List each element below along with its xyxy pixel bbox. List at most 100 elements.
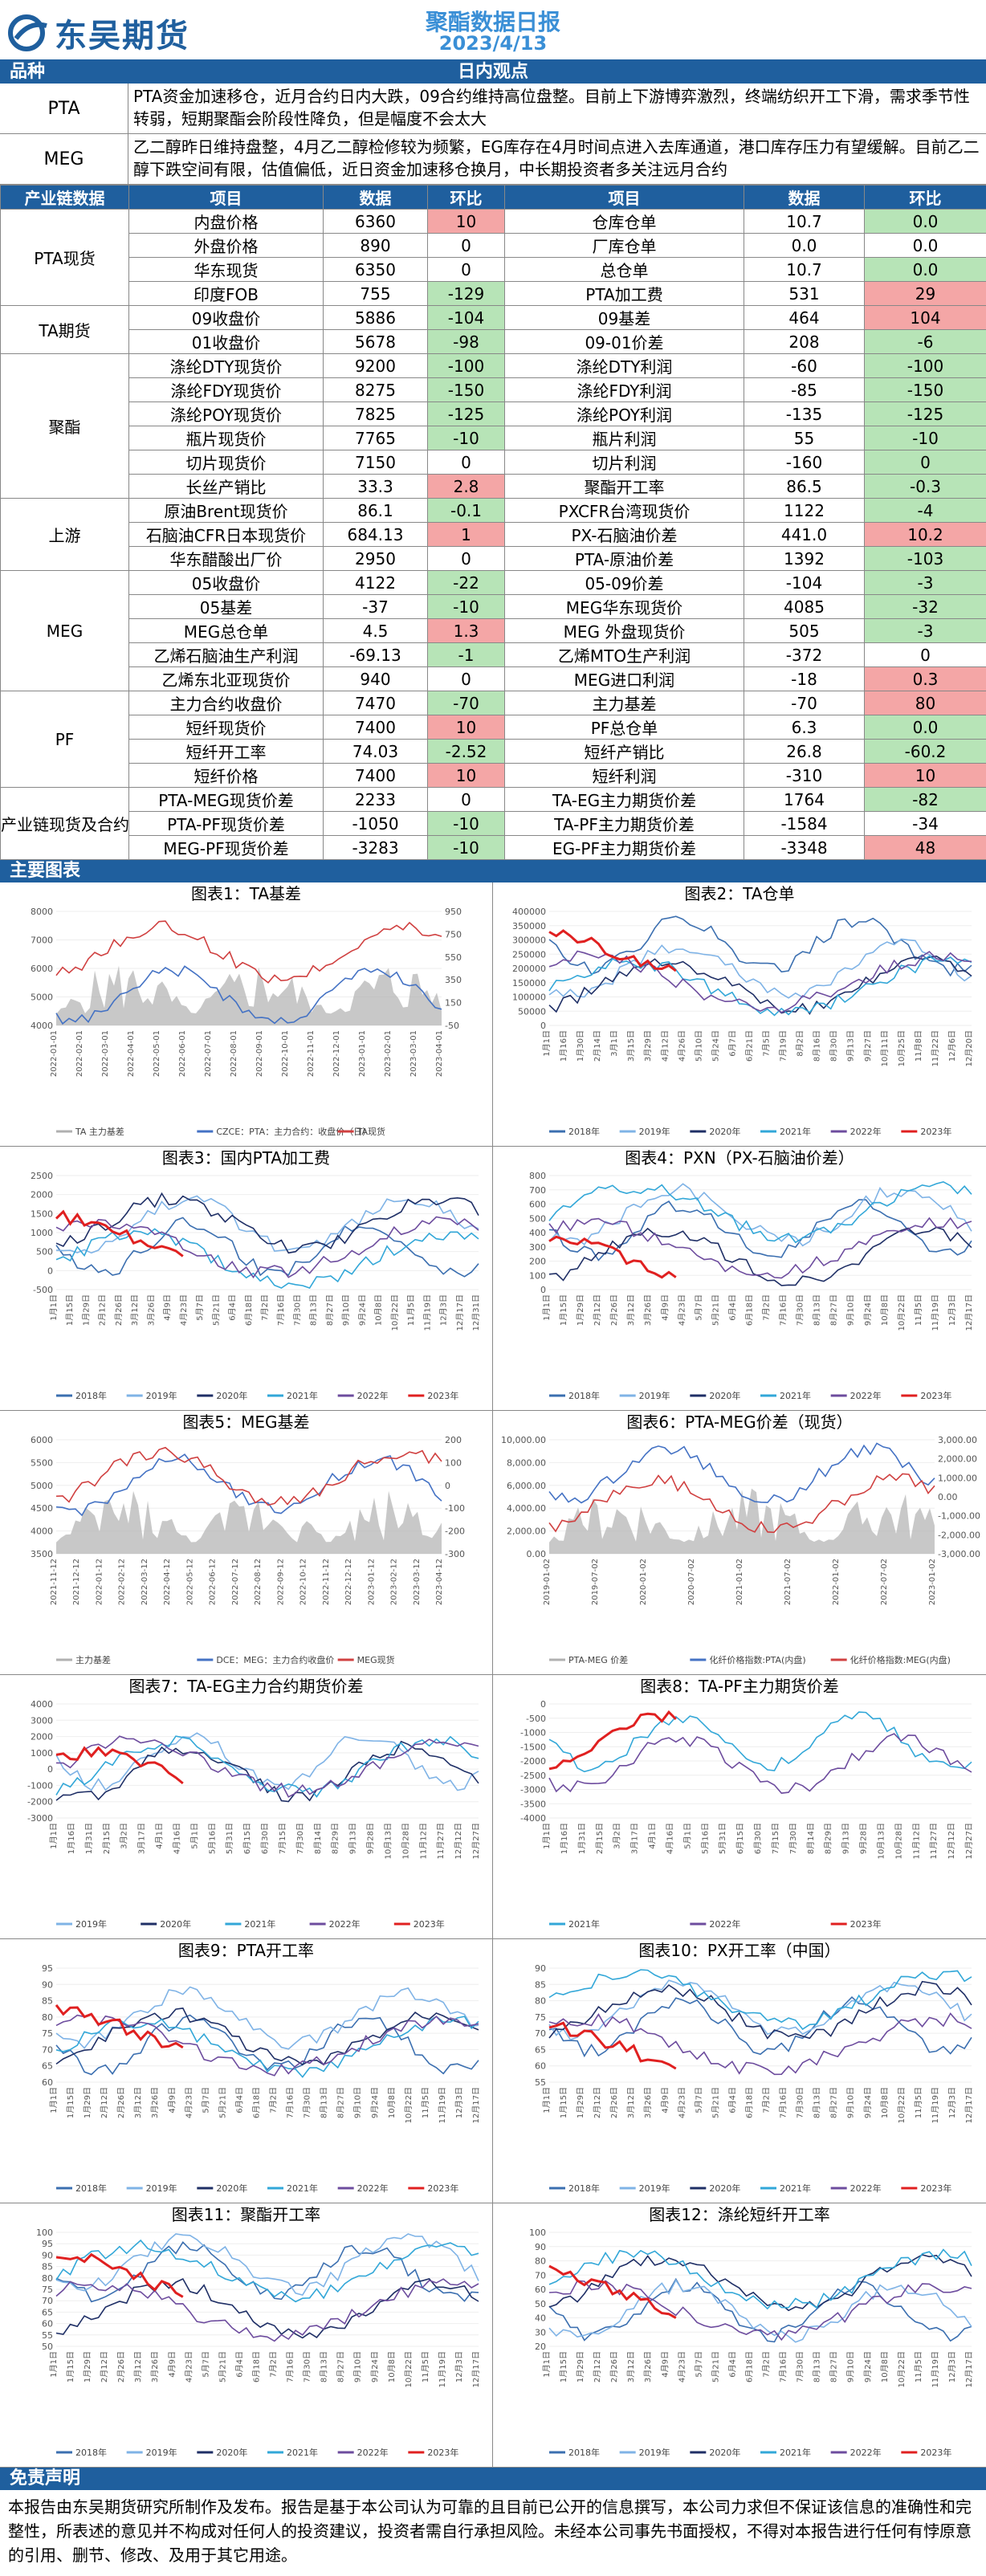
x-tick-label: 5月21日 bbox=[218, 2087, 227, 2118]
table-row: 05基差 -37 -10 MEG华东现货价 4085 -32 bbox=[1, 594, 986, 619]
series-line bbox=[55, 2277, 479, 2339]
x-tick-label: 3月29日 bbox=[643, 1030, 653, 1062]
y-tick-label: 55 bbox=[42, 2330, 53, 2341]
x-tick-label: 3月2日 bbox=[613, 1823, 622, 1849]
view-row-pta: PTA PTA资金加速移仓，近月合约日内大跌，09合约维持高位盘整。目前上下游博… bbox=[0, 84, 986, 134]
x-tick-label: 10月22日 bbox=[404, 2351, 414, 2387]
x-tick-label: 4月16日 bbox=[665, 1823, 674, 1854]
legend-label: 2022年 bbox=[357, 1390, 389, 1401]
x-tick-label: 9月28日 bbox=[859, 1823, 869, 1854]
y-tick-label: 70 bbox=[535, 2028, 546, 2039]
legend-label: 2019年 bbox=[639, 2447, 670, 2458]
x-tick-label: 2月12日 bbox=[593, 1294, 602, 1326]
x-tick-label: 12月17日 bbox=[471, 2351, 481, 2387]
view-bar-center: 日内观点 bbox=[457, 62, 528, 82]
x-tick-label: 6月18日 bbox=[744, 2351, 754, 2382]
table-row: 上游 原油Brent现货价 86.1 -0.1 PXCFR台湾现货价 1122 -4 bbox=[0, 498, 986, 571]
x-tick-label: 7月30日 bbox=[796, 2351, 805, 2382]
table-row: 切片现货价 7150 0 切片利润 -160 0 bbox=[1, 450, 986, 475]
y-tick-label: 4000 bbox=[31, 1526, 53, 1537]
x-tick-label: 2022-08-12 bbox=[254, 1559, 263, 1605]
x-tick-label: 6月4日 bbox=[228, 1294, 238, 1321]
x-tick-label: 7月30日 bbox=[292, 1294, 302, 1326]
series-line bbox=[55, 2278, 479, 2342]
table-row: 印度FOB 755 -129 PTA加工费 531 29 bbox=[1, 281, 986, 306]
item-change-2: 80 bbox=[864, 691, 986, 715]
x-tick-label: 9月13日 bbox=[846, 1030, 856, 1062]
x-tick-label: 12月3日 bbox=[947, 2351, 957, 2382]
item-change-2: -10 bbox=[864, 426, 986, 450]
legend-label: 2022年 bbox=[357, 2183, 389, 2194]
y-tick-label: 85 bbox=[535, 1979, 546, 1990]
x-tick-label: 2021-11-12 bbox=[50, 1559, 59, 1605]
table-row: 华东醋酸出厂价 2950 0 PTA-原油价差 1392 -103 bbox=[1, 546, 986, 571]
x-tick-label: 7月16日 bbox=[779, 1294, 788, 1326]
x-tick-label: 2月12日 bbox=[593, 2351, 602, 2382]
x-tick-label: 10月22日 bbox=[897, 2351, 907, 2387]
item-change: -10 bbox=[427, 426, 505, 450]
y-tick-label: 80 bbox=[42, 2012, 53, 2023]
x-tick-label: 3月26日 bbox=[150, 2351, 160, 2382]
item-name: PTA-MEG现货价差 bbox=[128, 787, 324, 812]
chart-7: 图表7：TA-EG主力合约期货价差 4000 3000 2000 1000 0 -1000 -… bbox=[0, 1675, 493, 1938]
y-tick-label: 0 bbox=[540, 1285, 546, 1295]
x-tick-label: 2月12日 bbox=[100, 2351, 109, 2382]
y-tick-label: 6000 bbox=[31, 964, 53, 974]
y-tick-label: 100000 bbox=[512, 992, 546, 1003]
chart-title: 图表11：聚酯开工率 bbox=[171, 2205, 321, 2224]
y-tick-label: 70 bbox=[42, 2044, 53, 2055]
x-tick-label: 5月21日 bbox=[711, 2087, 720, 2118]
item-name-2: 09-01价差 bbox=[504, 329, 744, 354]
y-tick-label: 65 bbox=[42, 2307, 53, 2317]
x-tick-label: 12月12日 bbox=[947, 1823, 956, 1859]
item-change-2: -3 bbox=[864, 570, 986, 595]
series-line bbox=[55, 1228, 479, 1289]
legend-label: 2023年 bbox=[920, 1390, 951, 1401]
y-tick-label: 100 bbox=[529, 1270, 546, 1281]
series-line bbox=[55, 2233, 479, 2297]
x-tick-label: 10月25日 bbox=[897, 1030, 907, 1066]
y-tick-label: 500 bbox=[36, 1247, 53, 1257]
legend-label: TA现货 bbox=[357, 1126, 385, 1137]
x-tick-label: 3月1日 bbox=[609, 1030, 619, 1057]
series-line bbox=[548, 1711, 972, 1773]
x-tick-label: 4月9日 bbox=[163, 1294, 173, 1321]
item-change-2: 0.0 bbox=[864, 257, 986, 282]
series-line bbox=[55, 1740, 479, 1803]
x-tick-label: 1月29日 bbox=[83, 2351, 92, 2382]
x-tick-label: 2月26日 bbox=[116, 2351, 126, 2382]
series-line bbox=[548, 938, 972, 999]
item-name: 05基差 bbox=[128, 594, 324, 619]
x-tick-label: 2022-09-01 bbox=[255, 1030, 264, 1077]
chart-row: 图表5：MEG基差 6000 5500 5000 4500 4000 3500 200 100 0… bbox=[0, 1411, 986, 1675]
item-value: 6360 bbox=[323, 209, 428, 234]
x-tick-label: 1月1日 bbox=[542, 1823, 552, 1849]
x-tick-label: 7月5日 bbox=[762, 1030, 772, 1057]
x-tick-label: 6月4日 bbox=[234, 2351, 244, 2378]
item-change-2: -6 bbox=[864, 329, 986, 354]
x-tick-label: 5月7日 bbox=[694, 2087, 703, 2113]
series-line bbox=[548, 1969, 972, 2031]
x-tick-label: 7月2日 bbox=[260, 1294, 270, 1321]
legend-label: 2021年 bbox=[780, 2183, 811, 2194]
y-tick-label: 40 bbox=[535, 2313, 546, 2324]
x-tick-label: 10月22日 bbox=[390, 1294, 400, 1331]
legend-label: 化纤价格指数:PTA(内盘) bbox=[709, 1654, 805, 1665]
y2-tick-label: 950 bbox=[445, 907, 462, 917]
legend-label: 2021年 bbox=[287, 2447, 318, 2458]
y-tick-label: 3500 bbox=[31, 1549, 53, 1559]
item-name: 主力合约收盘价 bbox=[128, 691, 324, 715]
legend-label: 2019年 bbox=[75, 1918, 107, 1930]
x-tick-label: 3月26日 bbox=[643, 1294, 653, 1326]
x-tick-label: 6月4日 bbox=[727, 2087, 737, 2113]
item-value: -3283 bbox=[323, 835, 428, 860]
x-tick-label: 9月24日 bbox=[863, 2351, 873, 2382]
x-tick-label: 6月18日 bbox=[251, 2351, 261, 2382]
series-line bbox=[55, 920, 442, 984]
x-tick-label: 1月16日 bbox=[67, 1823, 76, 1854]
x-tick-label: 4月9日 bbox=[660, 1294, 670, 1321]
series-line bbox=[548, 1199, 972, 1262]
chart-3: 图表3：国内PTA加工费 2500 2000 1500 1000 500 0 -500 1月1日… bbox=[0, 1147, 493, 1410]
